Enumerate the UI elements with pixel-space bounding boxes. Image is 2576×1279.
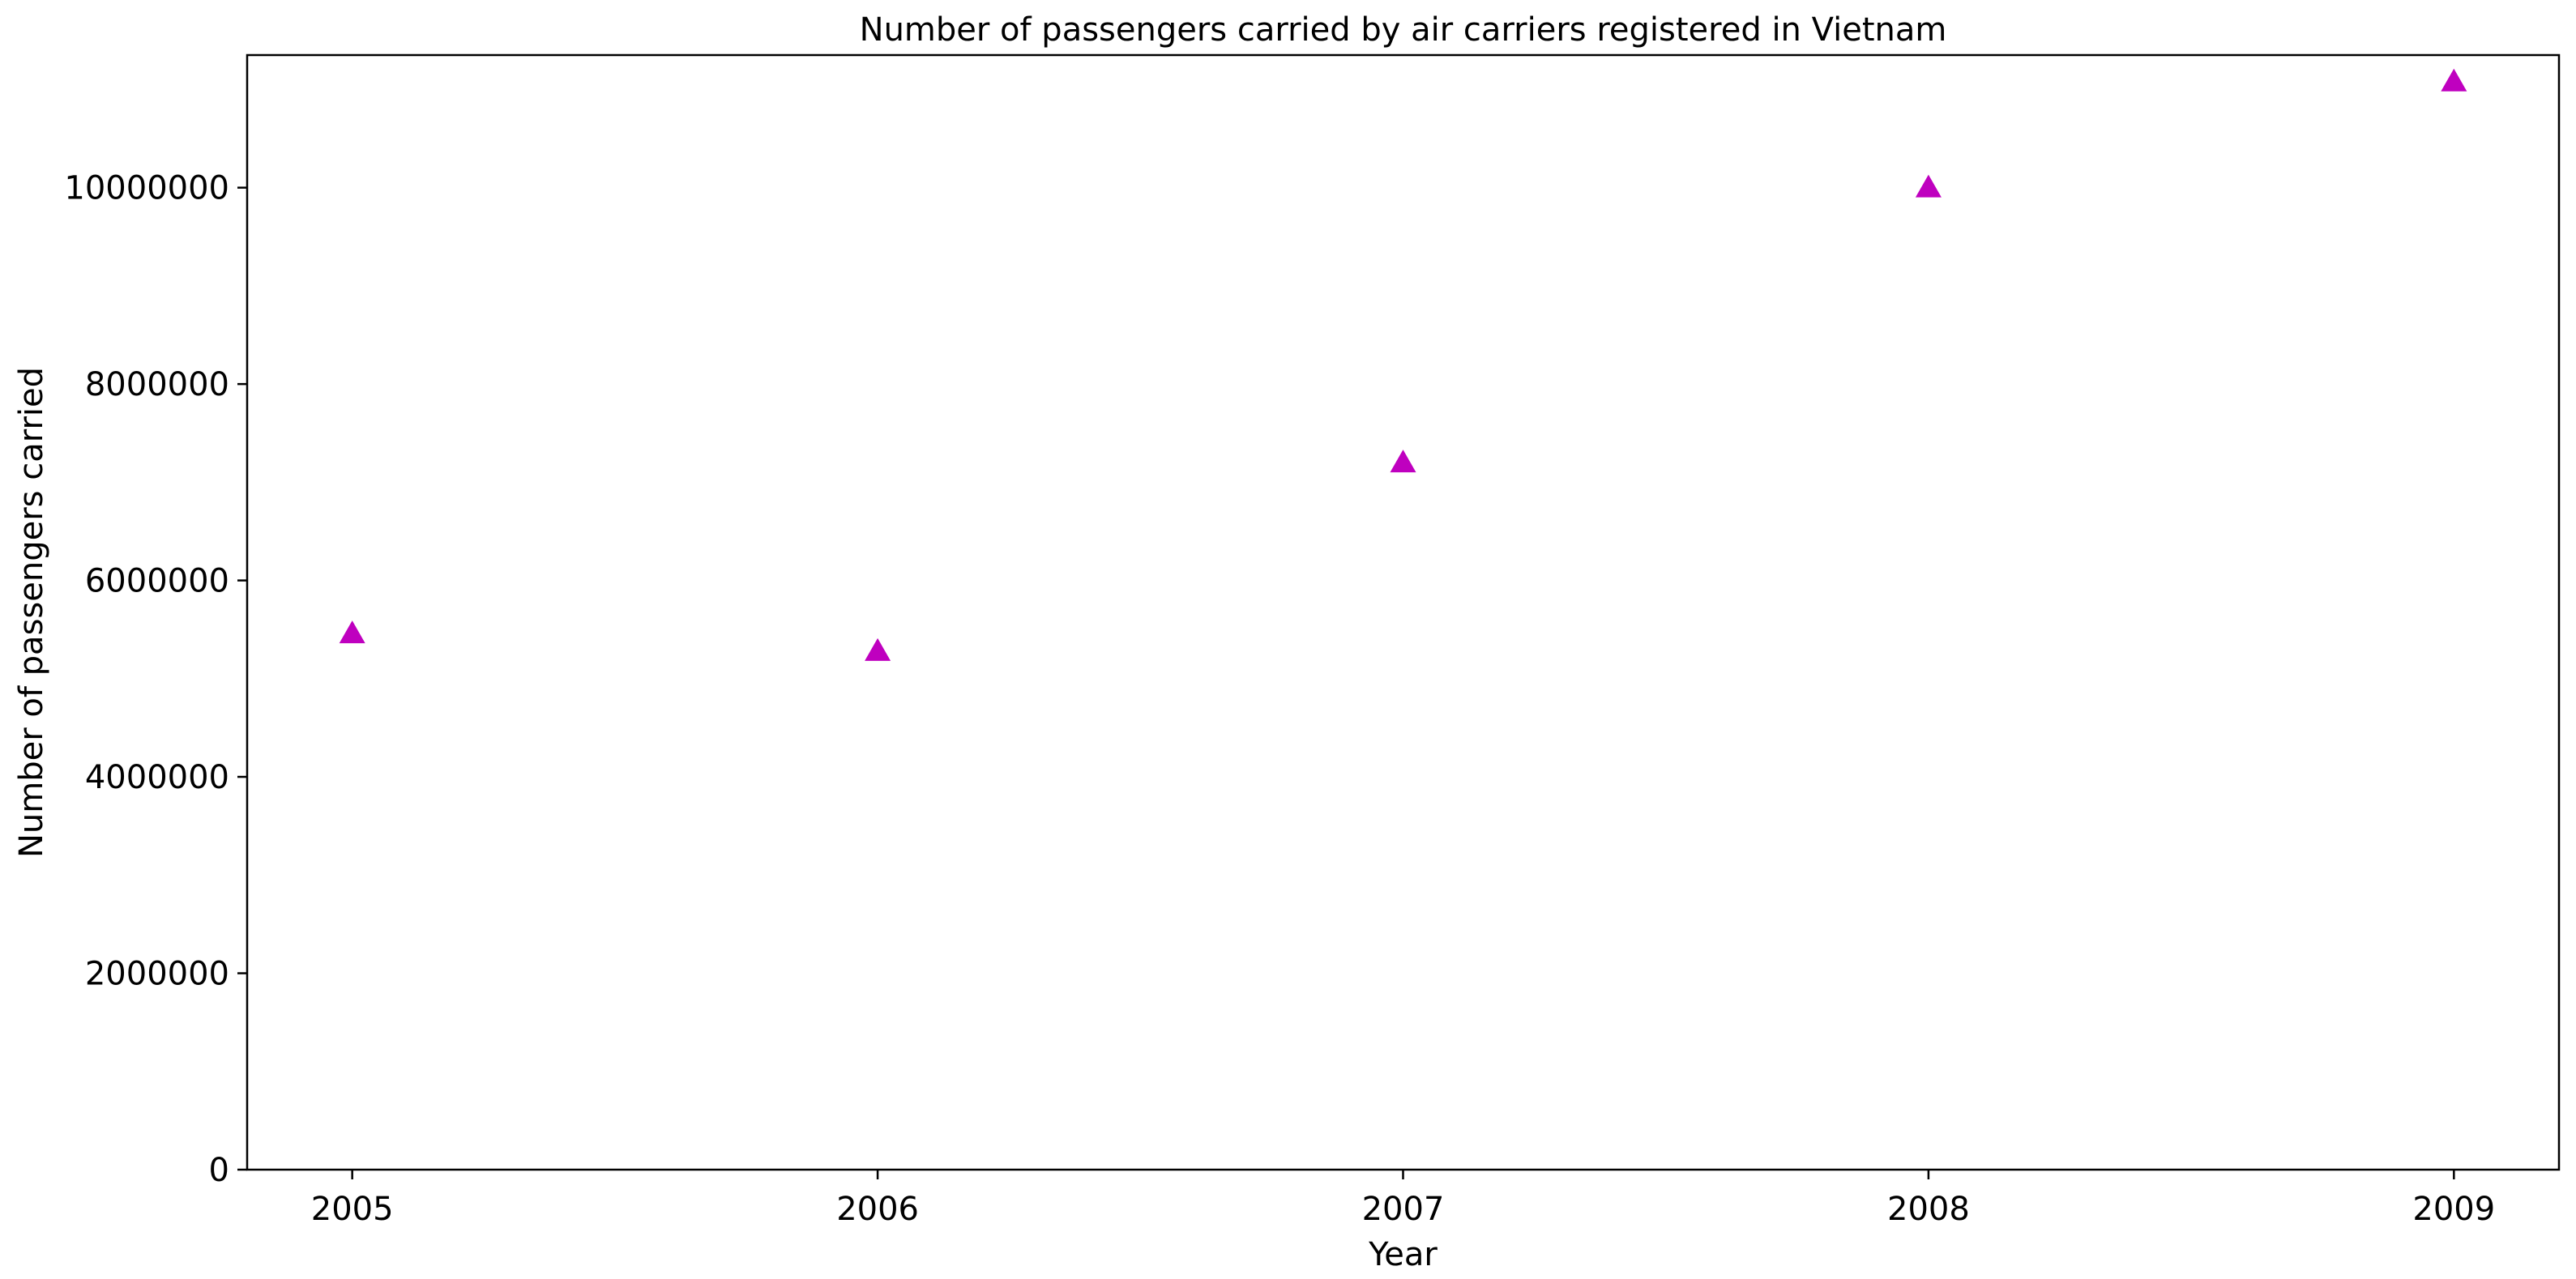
data-point-triangle: [339, 620, 365, 644]
x-axis-label: Year: [1368, 1236, 1438, 1273]
y-axis: 0 2000000 4000000 6000000 8000000 10000000: [64, 170, 247, 1189]
x-tick-label: 2006: [836, 1191, 919, 1228]
y-tick-label: 6000000: [85, 563, 229, 600]
y-tick-label: 8000000: [85, 366, 229, 403]
y-tick-label: 2000000: [85, 956, 229, 993]
data-point-triangle: [2441, 68, 2467, 92]
x-tick-label: 2008: [1887, 1191, 1970, 1228]
data-point-triangle: [1390, 450, 1416, 473]
x-axis: 2005 2006 2007 2008 2009: [311, 1170, 2495, 1228]
y-tick-label: 0: [209, 1152, 229, 1189]
x-tick-label: 2009: [2412, 1191, 2495, 1228]
x-tick-label: 2007: [1362, 1191, 1445, 1228]
data-point-triangle: [1915, 174, 1942, 198]
plot-area: 0 2000000 4000000 6000000 8000000 10000000 20…: [64, 53, 2561, 1228]
data-markers: [339, 68, 2467, 661]
x-tick-label: 2005: [311, 1191, 394, 1228]
y-axis-label: Number of passengers carried: [13, 367, 50, 858]
data-point-triangle: [865, 637, 891, 661]
y-tick-label: 4000000: [85, 759, 229, 796]
y-tick-label: 10000000: [64, 170, 229, 207]
chart-title: Number of passengers carried by air carr…: [860, 11, 1947, 49]
